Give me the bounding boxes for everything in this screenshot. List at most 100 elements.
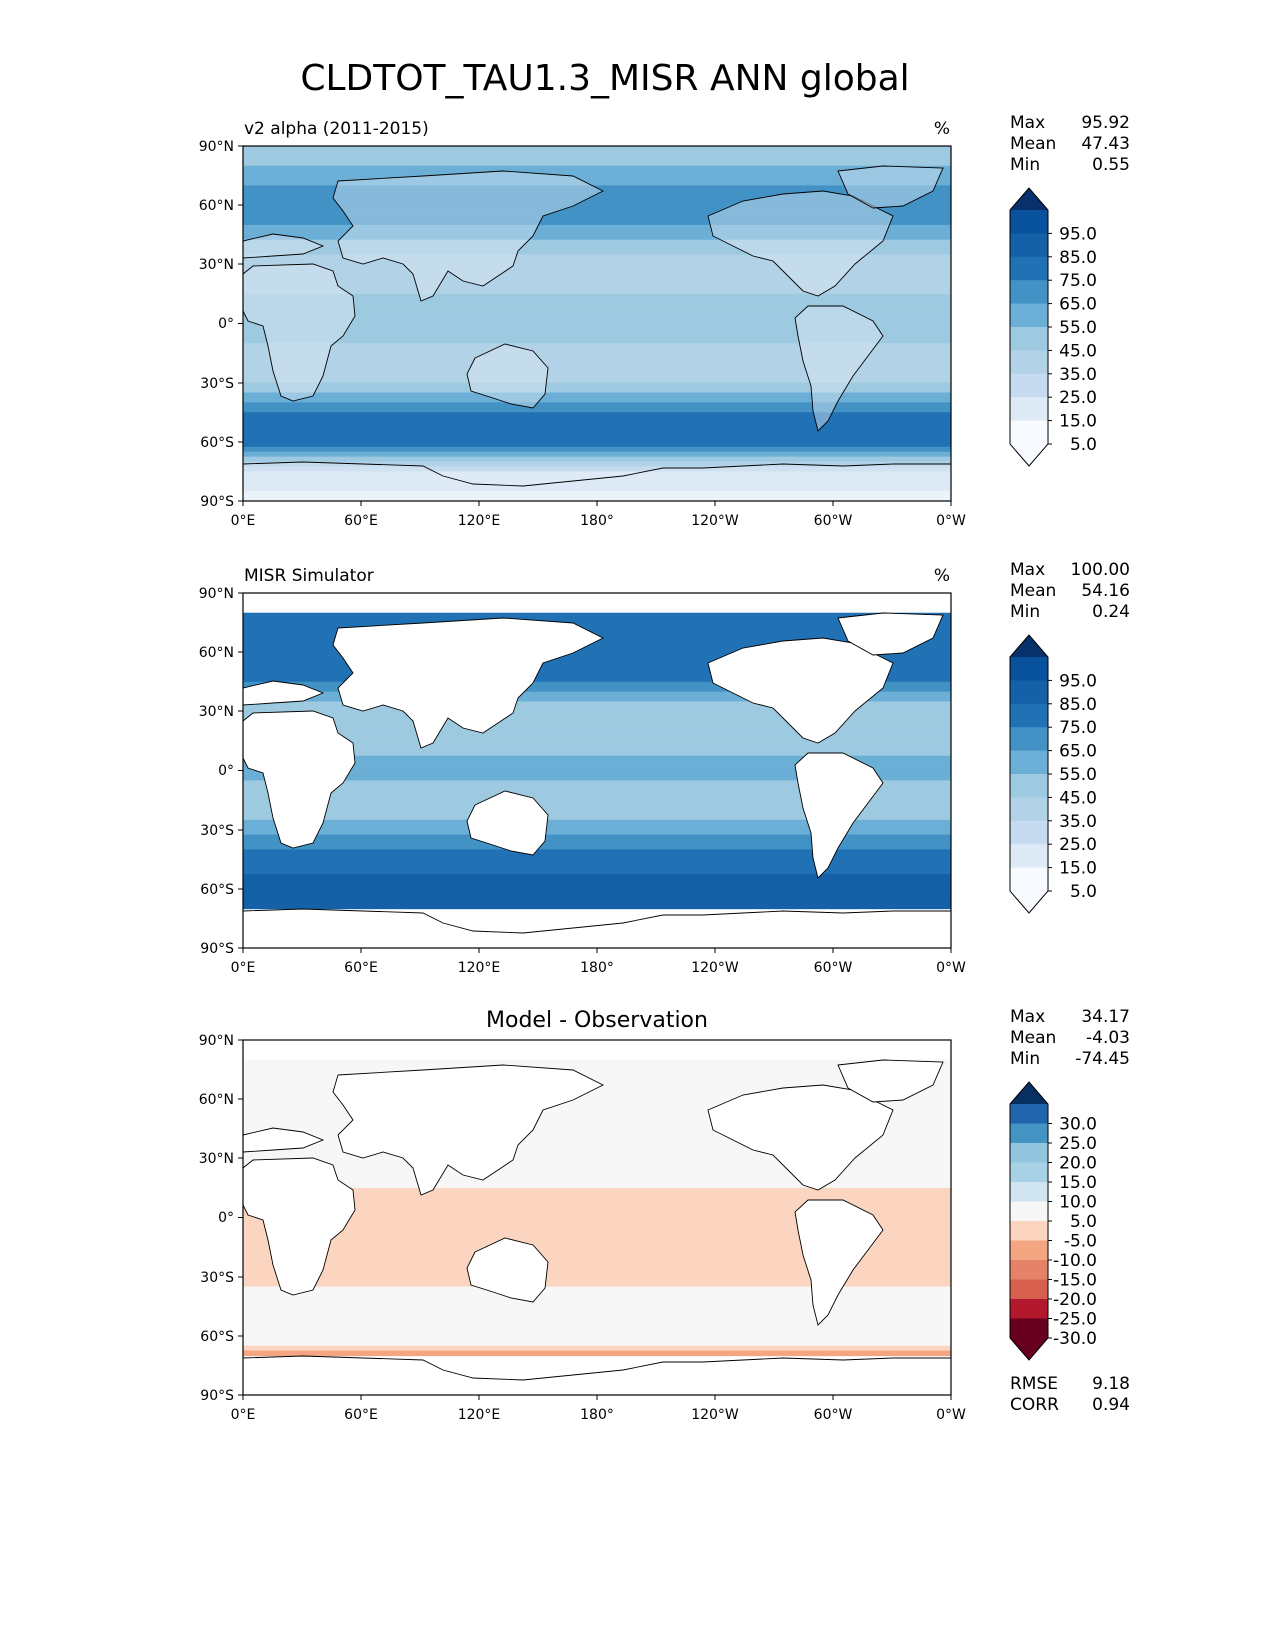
field-band	[243, 854, 951, 860]
field-band	[243, 686, 951, 693]
field-band	[243, 750, 951, 757]
field-band	[243, 795, 951, 801]
colorbar-segment	[1010, 420, 1048, 445]
field-band	[243, 676, 951, 683]
colorbar-segment	[1010, 1279, 1048, 1300]
colorbar-segment	[1010, 350, 1048, 375]
reference-xtick: 120°E	[458, 960, 501, 976]
field-band	[243, 1316, 951, 1322]
panel-difference: Model - Observation 0°E 60°E 120°E 180° …	[199, 1007, 1130, 1423]
difference-xtick: 120°W	[691, 1407, 739, 1423]
colorbar-segment	[1010, 303, 1048, 328]
difference-stat-corr-label: CORR	[1010, 1395, 1059, 1415]
field-band	[243, 1069, 951, 1076]
difference-stats: Max 34.17 Mean -4.03 Min -74.45 RMSE 9.1…	[1010, 1007, 1130, 1415]
field-band	[243, 1350, 951, 1357]
field-band	[243, 175, 951, 182]
field-band	[243, 422, 951, 428]
panel-reference-title: MISR Simulator	[244, 566, 374, 586]
field-band	[243, 1301, 951, 1307]
field-band	[243, 647, 951, 653]
model-xtick: 120°W	[691, 513, 739, 529]
difference-ytick: 60°N	[199, 1092, 234, 1108]
field-band	[243, 1296, 951, 1302]
field-band	[243, 205, 951, 211]
colorbar-segment	[1010, 256, 1048, 281]
field-band	[243, 1207, 951, 1214]
colorbar-tick-label: 75.0	[1059, 271, 1097, 291]
reference-stat-min-value: 0.24	[1092, 602, 1130, 622]
field-band	[243, 466, 951, 473]
model-ytick: 90°N	[199, 139, 234, 155]
colorbar-segment	[1010, 1182, 1048, 1202]
field-band	[243, 726, 951, 732]
colorbar-tick-label: 65.0	[1059, 295, 1097, 315]
reference-ytick: 60°N	[199, 645, 234, 661]
reference-ytick: 60°S	[200, 882, 234, 898]
colorbar-tick-label: -5.0	[1064, 1232, 1097, 1252]
field-band	[243, 165, 951, 172]
field-band	[243, 461, 951, 468]
field-band	[243, 1187, 951, 1194]
difference-xtick: 0°E	[231, 1407, 256, 1423]
field-band	[243, 288, 951, 295]
colorbar-tick-label: -20.0	[1053, 1290, 1097, 1310]
field-band	[243, 1345, 951, 1352]
field-band	[243, 358, 951, 364]
reference-ytick: 90°N	[199, 586, 234, 602]
field-band	[243, 195, 951, 201]
field-band	[243, 1232, 951, 1238]
field-band	[243, 279, 951, 285]
field-band	[243, 407, 951, 413]
field-band	[243, 372, 951, 379]
model-colorbar: 95.0 85.0 75.0 65.0 55.0 45.0 35.0 25.0 15.0 5.0	[1009, 187, 1097, 467]
field-band	[243, 200, 951, 206]
colorbar-tick-label: -30.0	[1053, 1329, 1097, 1349]
colorbar-extend-min	[1010, 891, 1048, 913]
colorbar-segment	[1010, 703, 1048, 728]
panel-model: v2 alpha (2011-2015) % 0°E 60°E 120°E 18…	[199, 113, 1130, 529]
model-stat-mean-label: Mean	[1010, 134, 1056, 154]
model-yaxis: 90°N 60°N 30°N 0° 30°S 60°S 90°S	[199, 139, 243, 510]
field-band	[243, 1064, 951, 1071]
field-band	[243, 1321, 951, 1327]
field-band	[243, 215, 951, 221]
figure-title: CLDTOT_TAU1.3_MISR ANN global	[300, 58, 909, 99]
field-band	[243, 735, 951, 742]
colorbar-segment	[1010, 397, 1048, 421]
field-band	[243, 446, 951, 453]
colorbar-tick-label: 85.0	[1059, 248, 1097, 268]
model-stats: Max 95.92 Mean 47.43 Min 0.55	[1010, 113, 1130, 175]
field-band	[243, 1325, 951, 1332]
field-band	[243, 1089, 951, 1095]
field-band	[243, 893, 951, 900]
field-band	[243, 362, 951, 369]
field-band	[243, 303, 951, 310]
field-band	[243, 1252, 951, 1258]
colorbar-segment	[1010, 867, 1048, 892]
field-band	[243, 382, 951, 389]
reference-xtick: 0°E	[231, 960, 256, 976]
field-band	[243, 1138, 951, 1145]
colorbar-tick-label: 10.0	[1059, 1193, 1097, 1213]
field-band	[243, 1074, 951, 1081]
field-band	[243, 898, 951, 905]
model-stat-max-value: 95.92	[1081, 113, 1130, 133]
colorbar-tick-label: -15.0	[1053, 1271, 1097, 1291]
field-band	[243, 1281, 951, 1288]
colorbar-extend-max	[1010, 1082, 1048, 1104]
colorbar-tick-label: 5.0	[1070, 435, 1097, 455]
field-band	[243, 402, 951, 408]
field-band	[243, 150, 951, 157]
difference-stat-max-label: Max	[1010, 1007, 1045, 1027]
field-band	[243, 864, 951, 870]
field-band	[243, 1163, 951, 1169]
field-band	[243, 234, 951, 241]
model-stat-mean-value: 47.43	[1081, 134, 1130, 154]
field-band	[243, 1158, 951, 1164]
reference-xtick: 60°E	[344, 960, 378, 976]
reference-ytick: 30°S	[200, 823, 234, 839]
model-ytick: 30°N	[199, 257, 234, 273]
field-band	[243, 451, 951, 458]
field-band	[243, 657, 951, 663]
